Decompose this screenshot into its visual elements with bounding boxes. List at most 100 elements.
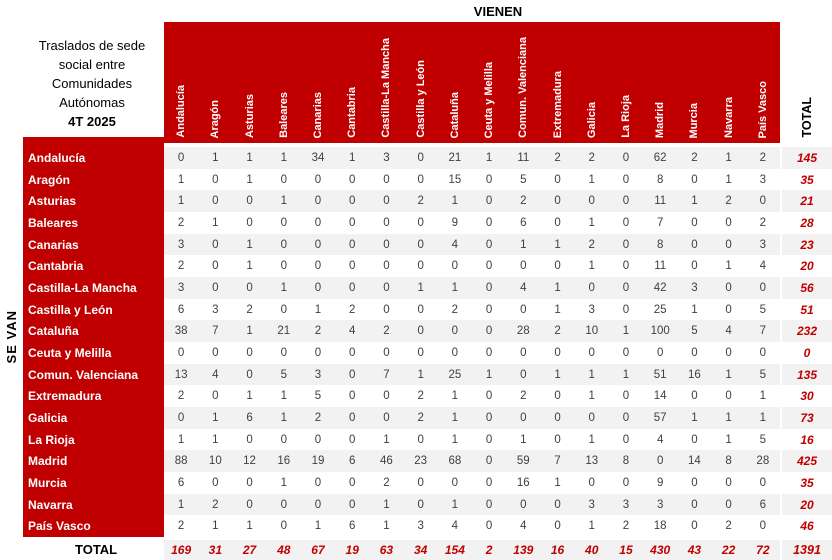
- data-cell: 0: [691, 173, 698, 186]
- data-cell: 0: [725, 390, 732, 403]
- data-cell: 0: [622, 476, 630, 489]
- data-cell: 0: [349, 498, 356, 511]
- data-cell: 2: [246, 303, 253, 316]
- column-header-cell: Comun. Valenciana: [506, 22, 540, 143]
- data-cell: 0: [417, 476, 424, 489]
- data-cell: 1: [520, 238, 527, 251]
- data-cell: 0: [554, 260, 561, 273]
- data-cell: 0: [349, 281, 356, 294]
- row-total-cell: 35: [800, 172, 814, 187]
- data-cell: 6: [177, 303, 185, 316]
- data-cell: 2: [177, 260, 185, 273]
- column-header-cell: Extremadura: [540, 22, 574, 143]
- data-cell: 0: [280, 303, 287, 316]
- data-cell: 1: [349, 151, 356, 164]
- data-cell: 0: [485, 520, 493, 533]
- column-header-cell: Andalucía: [164, 22, 198, 143]
- data-cell: 0: [280, 260, 287, 273]
- data-cell: 0: [383, 195, 390, 208]
- total-column-header-label: TOTAL: [800, 97, 814, 138]
- data-cell: 0: [622, 195, 630, 208]
- table-row: 2 1 1 0 1 6 1 3 4 0 4 0 1 2 18 0 2 0: [164, 515, 780, 537]
- column-header-cell: Murcia: [677, 22, 711, 143]
- data-cell: 0: [417, 433, 424, 446]
- column-header-label: Cantabria: [346, 87, 359, 138]
- data-cell: 0: [759, 281, 767, 294]
- data-cell: 8: [622, 455, 630, 468]
- data-cell: 1: [691, 411, 698, 424]
- data-cell: 7: [212, 325, 219, 338]
- data-cell: 1: [314, 520, 322, 533]
- row-header-cell: Murcia: [28, 475, 67, 490]
- data-cell: 2: [177, 216, 185, 229]
- data-cell: 0: [177, 346, 185, 359]
- data-cell: 0: [349, 173, 356, 186]
- data-cell: 1: [759, 411, 767, 424]
- data-cell: 2: [349, 303, 356, 316]
- data-cell: 5: [759, 368, 767, 381]
- data-cell: 0: [485, 476, 493, 489]
- column-header-label: La Rioja: [619, 95, 632, 138]
- row-header-cell: Madrid: [28, 454, 68, 469]
- row-total-cell: 73: [782, 407, 832, 429]
- data-cell: 1: [725, 433, 732, 446]
- data-cell: 0: [349, 260, 356, 273]
- column-header-cell: Castilla y León: [404, 22, 438, 143]
- grand-total-cell: 1391: [782, 540, 832, 560]
- data-cell: 0: [417, 325, 424, 338]
- data-cell: 23: [414, 455, 428, 468]
- table-row: 3 0 1 0 0 0 0 0 4 0 1 1 2 0 8 0 0 3: [164, 233, 780, 256]
- data-cell: 4: [349, 325, 356, 338]
- data-cell: 0: [212, 238, 219, 251]
- data-cell: 0: [622, 173, 630, 186]
- data-cell: 0: [246, 498, 253, 511]
- data-cell: 0: [725, 498, 732, 511]
- data-cell: 0: [691, 433, 698, 446]
- table-row: 1 1 0 0 0 0 1 0 1 0 1 0 1 0 4 0 1 5: [164, 429, 780, 451]
- data-cell: 13: [585, 455, 599, 468]
- row-header-cell: País Vasco: [28, 519, 91, 534]
- column-header-cell: Madrid: [643, 22, 677, 143]
- total-column-header: TOTAL: [782, 22, 832, 143]
- row-total-cell: 16: [800, 432, 814, 447]
- data-cell: 0: [622, 281, 630, 294]
- data-cell: 1: [246, 260, 253, 273]
- table-row: 1 0 0 1 0 0 0 2 1 0 2 0 0 0 11 1 2 0: [164, 190, 780, 213]
- data-cell: 14: [653, 390, 667, 403]
- data-cell: 1: [485, 151, 493, 164]
- data-cell: 11: [517, 151, 530, 164]
- data-cell: 0: [383, 173, 390, 186]
- data-cell: 0: [314, 433, 322, 446]
- data-cell: 0: [554, 411, 561, 424]
- data-cell: 2: [622, 520, 630, 533]
- column-header-cell: Aragón: [198, 22, 232, 143]
- data-cell: 1: [725, 368, 732, 381]
- data-cell: 3: [417, 520, 424, 533]
- row-total-cell: 30: [800, 389, 814, 404]
- table-title: Traslados de sede social entre Comunidad…: [24, 36, 160, 131]
- table-row: 2 1 0 0 0 0 0 0 9 0 6 0 1 0 7 0 0 2: [164, 212, 780, 234]
- data-cell: 3: [691, 281, 698, 294]
- data-cell: 0: [622, 303, 630, 316]
- data-cell: 1: [280, 411, 287, 424]
- data-cell: 1: [485, 368, 493, 381]
- column-total-cell: 34: [413, 543, 428, 557]
- column-header-cell: País Vasco: [746, 22, 780, 143]
- data-cell: 2: [520, 195, 527, 208]
- row-headers-spacer: [23, 137, 164, 147]
- data-cell: 16: [687, 368, 701, 381]
- data-cell: 0: [383, 238, 390, 251]
- data-cell: 8: [725, 455, 732, 468]
- data-cell: 4: [520, 281, 527, 294]
- column-header-label: Cataluña: [448, 91, 461, 138]
- data-cell: 0: [725, 476, 732, 489]
- data-cell: 16: [516, 476, 530, 489]
- data-cell: 18: [653, 520, 667, 533]
- data-cell: 0: [349, 195, 356, 208]
- data-cell: 2: [691, 151, 698, 164]
- row-header-cell: Baleares: [28, 215, 79, 230]
- row-header-cell: Comun. Valenciana: [28, 367, 139, 382]
- data-cell: 1: [212, 433, 219, 446]
- data-cell: 9: [451, 216, 459, 229]
- data-cell: 46: [380, 455, 393, 468]
